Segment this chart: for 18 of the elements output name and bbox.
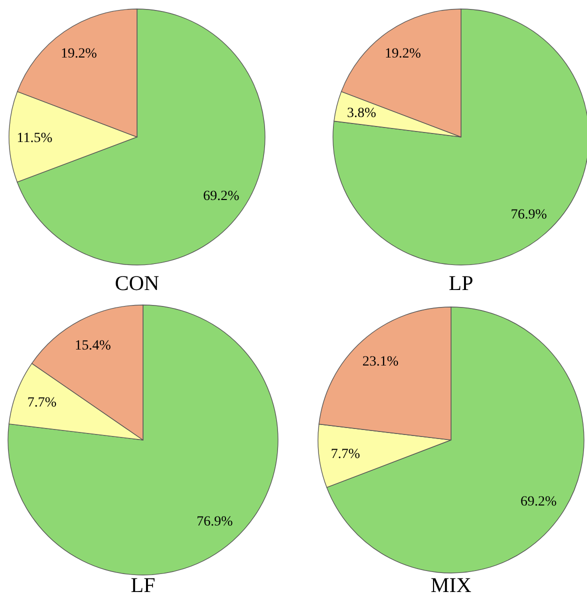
data-label: 7.7% <box>27 396 57 411</box>
text: CON <box>114 271 160 295</box>
data-label: 23.1% <box>362 354 399 370</box>
data-label: 69.2% <box>520 494 558 510</box>
pie-slice <box>332 8 587 266</box>
data-label: 76.9% <box>196 514 234 530</box>
data-label: 3.8% <box>347 106 377 122</box>
data-label: 7.7% <box>330 446 360 462</box>
data-label: 76.9% <box>510 208 548 223</box>
text: MIX <box>430 573 472 597</box>
data-label: 69.2% <box>203 189 240 204</box>
text: LF <box>130 573 156 597</box>
data-label: 11.5% <box>16 130 53 146</box>
text: LP <box>448 271 474 295</box>
data-label: 19.2% <box>384 46 422 62</box>
data-label: 19.2% <box>60 46 98 62</box>
pie-slice <box>8 304 278 576</box>
data-label: 15.4% <box>74 338 112 354</box>
